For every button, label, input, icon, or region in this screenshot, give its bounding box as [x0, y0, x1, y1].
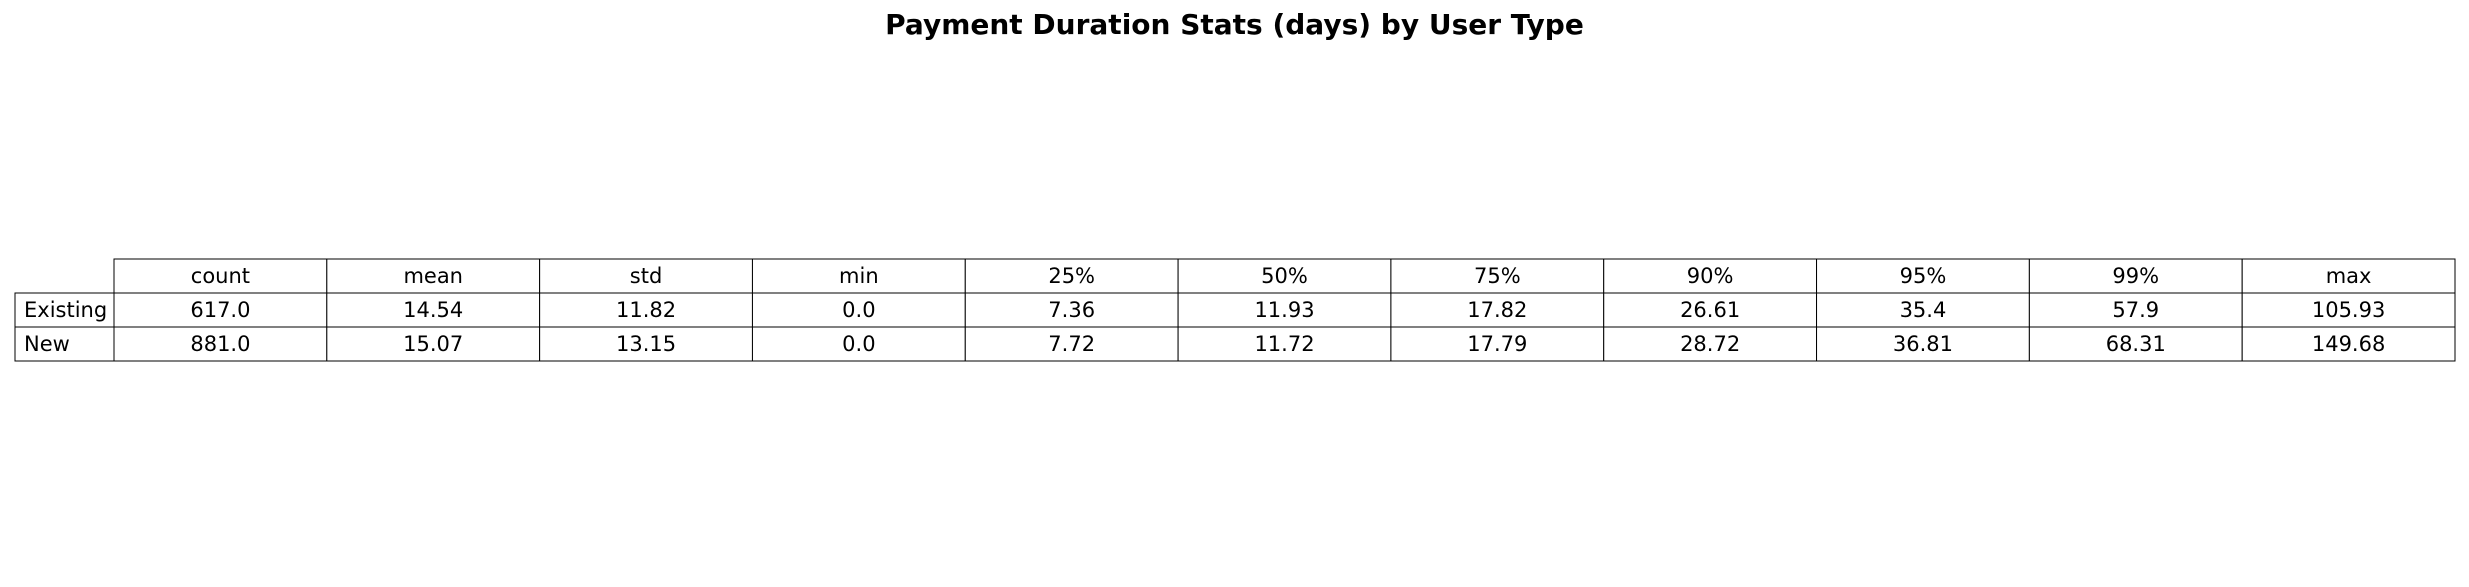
row-header-cell: [14, 292, 115, 328]
table-cell: [2241, 292, 2456, 328]
column-header-cell: [1816, 258, 2030, 294]
table-cell-value: 0.0: [842, 332, 875, 356]
table-cell-value: 36.81: [1893, 332, 1953, 356]
column-header-label: 90%: [1687, 264, 1734, 288]
column-header-label: mean: [403, 264, 463, 288]
table-cell: [1177, 292, 1392, 328]
column-header-cell: [113, 258, 328, 294]
column-header-cell: [2028, 258, 2243, 294]
table-cell: [1177, 326, 1392, 362]
table-cell-value: 617.0: [190, 298, 250, 322]
column-header-label: max: [2326, 264, 2372, 288]
table-cell: [539, 292, 753, 328]
column-header-cell: [539, 258, 753, 294]
table-cell-value: 17.79: [1467, 332, 1527, 356]
table-cell: [1603, 292, 1818, 328]
column-header-label: std: [630, 264, 663, 288]
column-header-label: 95%: [1900, 264, 1947, 288]
table-cell-value: 149.68: [2312, 332, 2385, 356]
table-cell-value: 105.93: [2312, 298, 2385, 322]
table-cell-value: 881.0: [190, 332, 250, 356]
table-cell-value: 17.82: [1467, 298, 1527, 322]
table-cell-value: 26.61: [1680, 298, 1740, 322]
column-header-cell: [326, 258, 541, 294]
table-cell-value: 15.07: [403, 332, 463, 356]
table-cell: [1390, 326, 1605, 362]
table-cell-value: 57.9: [2112, 298, 2159, 322]
table-cell: [2028, 292, 2243, 328]
table-cell-value: 11.72: [1254, 332, 1314, 356]
table-cell: [113, 326, 328, 362]
table-cell-value: 0.0: [842, 298, 875, 322]
table-cell-value: 13.15: [616, 332, 676, 356]
column-header-label: 50%: [1261, 264, 1308, 288]
table-cell: [113, 292, 328, 328]
table-cell-value: 35.4: [1900, 298, 1947, 322]
table-cell: [964, 326, 1179, 362]
row-header-label: Existing: [24, 298, 107, 322]
column-header-label: 25%: [1048, 264, 1095, 288]
chart-title: Payment Duration Stats (days) by User Ty…: [885, 8, 1584, 41]
table-cell-value: 11.93: [1254, 298, 1314, 322]
table-cell: [1816, 326, 2030, 362]
column-header-label: 99%: [2112, 264, 2159, 288]
table-cell: [751, 292, 966, 328]
table-cell-value: 14.54: [403, 298, 463, 322]
column-header-label: min: [839, 264, 879, 288]
table-cell-value: 7.36: [1048, 298, 1095, 322]
table-cell: [964, 292, 1179, 328]
table-cell: [326, 292, 541, 328]
table-cell: [1390, 292, 1605, 328]
row-header-label: New: [24, 332, 70, 356]
column-header-label: 75%: [1474, 264, 1521, 288]
row-header-cell: [14, 326, 115, 362]
table-cell: [326, 326, 541, 362]
table-cell: [2241, 326, 2456, 362]
table-cell: [1816, 292, 2030, 328]
table-cell-value: 68.31: [2106, 332, 2166, 356]
table-cell-value: 11.82: [616, 298, 676, 322]
column-header-cell: [1603, 258, 1818, 294]
table-cell-value: 7.72: [1048, 332, 1095, 356]
table-cell-value: 28.72: [1680, 332, 1740, 356]
column-header-label: count: [191, 264, 250, 288]
